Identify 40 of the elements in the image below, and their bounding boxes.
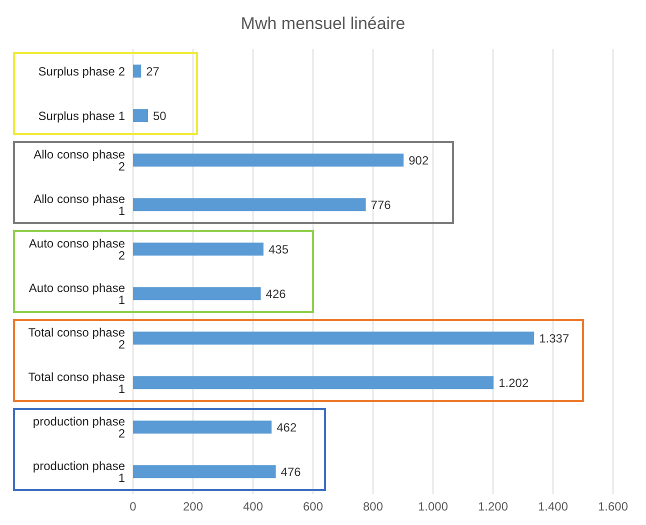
data-label: 1.337 — [539, 331, 570, 346]
x-tick-label: 200 — [182, 500, 204, 514]
y-tick-label: Auto conso phase 1 — [28, 281, 126, 308]
x-tick-label: 1.400 — [538, 500, 568, 514]
x-tick-label: 600 — [302, 500, 324, 514]
bar — [133, 154, 404, 167]
y-tick-label: Surplus phase 1 — [38, 109, 126, 124]
x-tick-label: 1.000 — [418, 500, 448, 514]
bar — [133, 64, 142, 78]
bar — [133, 376, 494, 390]
y-tick-label: production phase 2 — [32, 414, 126, 441]
data-label: 1.202 — [498, 376, 529, 390]
y-tick-label: Allo conso phase 1 — [34, 192, 126, 218]
x-tick-label: 1.200 — [478, 500, 508, 514]
y-tick-label: Total conso phase 1 — [28, 370, 126, 396]
bar — [133, 420, 272, 434]
x-tick-label: 400 — [242, 500, 264, 514]
y-tick-label: Surplus phase 2 — [38, 64, 126, 79]
x-tick-label: 0 — [130, 500, 137, 514]
data-label: 776 — [370, 198, 392, 212]
y-tick-label: Total conso phase 2 — [28, 326, 126, 352]
y-tick-label: production phase 1 — [32, 459, 126, 486]
x-tick-label: 1.600 — [598, 500, 628, 514]
data-label: 462 — [276, 420, 297, 434]
data-label: 426 — [266, 286, 286, 301]
data-label: 435 — [268, 242, 289, 256]
y-tick-label: Allo conso phase 2 — [34, 148, 126, 174]
x-tick-label: 800 — [362, 500, 384, 514]
bar — [133, 287, 261, 300]
data-label: 476 — [280, 464, 302, 479]
bar — [133, 332, 534, 345]
bar — [133, 242, 264, 256]
bar — [133, 109, 148, 122]
data-label: 902 — [408, 153, 429, 168]
bar — [133, 465, 276, 478]
data-label: 50 — [153, 108, 167, 123]
data-label: 27 — [146, 64, 160, 78]
bar — [133, 198, 366, 212]
chart-title: Mwh mensuel linéaire — [240, 13, 406, 35]
y-tick-label: Auto conso phase 2 — [28, 236, 126, 263]
